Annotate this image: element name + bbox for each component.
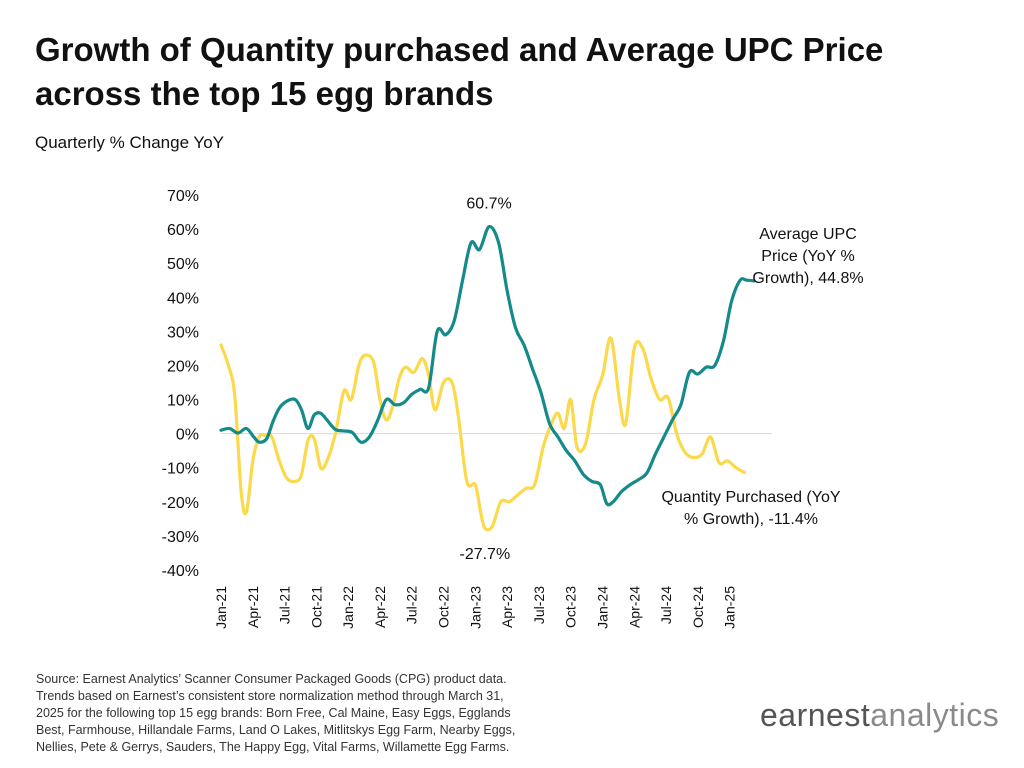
trough-annotation: -27.7% xyxy=(459,546,510,563)
x-tick-label: Oct-21 xyxy=(308,586,324,628)
logo-part-2: analytics xyxy=(870,697,1000,733)
source-line-1: Source: Earnest Analytics’ Scanner Consu… xyxy=(36,672,507,686)
source-line-3: 2025 for the following top 15 egg brands… xyxy=(36,706,511,720)
source-line-4: Best, Farmhouse, Hillandale Farms, Land … xyxy=(36,723,516,737)
y-tick-label: 20% xyxy=(167,358,199,375)
x-tick-label: Oct-24 xyxy=(690,586,706,628)
y-tick-label: 40% xyxy=(167,290,199,307)
series-lines xyxy=(219,225,756,532)
y-tick-label: -40% xyxy=(162,563,199,580)
x-tick-label: Oct-22 xyxy=(436,586,452,628)
y-tick-label: 70% xyxy=(167,188,199,205)
x-tick-label: Jan-21 xyxy=(213,586,229,629)
y-tick-label: -30% xyxy=(162,529,199,546)
average-upc-price-label: Growth), 44.8% xyxy=(752,270,863,287)
x-tick-label: Jul-24 xyxy=(658,586,674,624)
y-tick-label: 10% xyxy=(167,393,199,410)
x-tick-label: Jan-25 xyxy=(722,586,738,629)
peak-annotation: 60.7% xyxy=(466,196,511,213)
quantity-purchased-label: Quantity Purchased (YoY xyxy=(661,489,840,506)
average-upc-price-line xyxy=(219,225,756,507)
chart-title: Growth of Quantity purchased and Average… xyxy=(35,28,995,116)
quantity-purchased-label: % Growth), -11.4% xyxy=(684,511,818,528)
y-tick-label: 50% xyxy=(167,256,199,273)
x-tick-label: Jan-22 xyxy=(340,586,356,629)
source-note: Source: Earnest Analytics’ Scanner Consu… xyxy=(36,671,596,756)
earnest-analytics-logo: earnestanalytics xyxy=(760,697,999,734)
x-tick-label: Jan-24 xyxy=(594,586,610,629)
source-line-2: Trends based on Earnest’s consistent sto… xyxy=(36,689,504,703)
average-upc-price-label: Average UPC xyxy=(759,226,857,243)
x-tick-label: Apr-22 xyxy=(372,586,388,628)
x-tick-label: Jul-21 xyxy=(277,586,293,624)
x-axis: Jan-21 Apr-21 Jul-21 Oct-21 Jan-22 Apr-22 Jul-… xyxy=(213,586,738,629)
chart-subtitle: Quarterly % Change YoY xyxy=(35,133,225,152)
chart-title-line-1: Growth of Quantity purchased and Average… xyxy=(35,31,884,68)
quantity-purchased-line xyxy=(219,336,746,532)
x-tick-label: Apr-21 xyxy=(245,586,261,628)
x-tick-label: Jan-23 xyxy=(467,586,483,629)
x-tick-label: Apr-24 xyxy=(626,586,642,628)
logo-part-1: earnest xyxy=(760,697,871,733)
x-tick-label: Oct-23 xyxy=(563,586,579,628)
chart-title-line-2: across the top 15 egg brands xyxy=(35,75,494,112)
annotations: Average UPC Price (YoY % Growth), 44.8% Qua… xyxy=(459,196,863,563)
average-upc-price-label: Price (YoY % xyxy=(761,248,854,265)
source-line-5: Nellies, Pete & Gerrys, Sauders, The Hap… xyxy=(36,740,510,754)
line-chart: 70%60%50%40%30%20%10%0%-10%-20%-30%-40% … xyxy=(162,188,864,629)
y-tick-label: -10% xyxy=(162,461,199,478)
y-tick-label: 30% xyxy=(167,324,199,341)
y-tick-label: 0% xyxy=(176,427,199,444)
y-tick-label: -20% xyxy=(162,495,199,512)
x-tick-label: Jul-23 xyxy=(531,586,547,624)
x-tick-label: Apr-23 xyxy=(499,586,515,628)
y-tick-label: 60% xyxy=(167,222,199,239)
x-tick-label: Jul-22 xyxy=(404,586,420,624)
y-axis: 70% 60% 50% 40% 30% 20% 10% 0% -10% -20% -30% -40% xyxy=(162,188,199,580)
